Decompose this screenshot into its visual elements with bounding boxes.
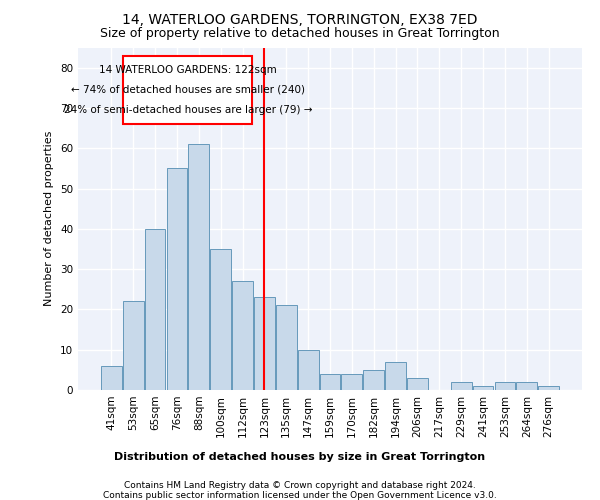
Bar bbox=[232, 281, 253, 390]
Text: Contains HM Land Registry data © Crown copyright and database right 2024.: Contains HM Land Registry data © Crown c… bbox=[124, 481, 476, 490]
FancyBboxPatch shape bbox=[124, 56, 253, 124]
Text: Size of property relative to detached houses in Great Torrington: Size of property relative to detached ho… bbox=[100, 28, 500, 40]
Bar bbox=[385, 362, 406, 390]
Bar bbox=[101, 366, 122, 390]
Bar bbox=[341, 374, 362, 390]
Text: Distribution of detached houses by size in Great Torrington: Distribution of detached houses by size … bbox=[115, 452, 485, 462]
Bar bbox=[188, 144, 209, 390]
Bar bbox=[494, 382, 515, 390]
Text: 24% of semi-detached houses are larger (79) →: 24% of semi-detached houses are larger (… bbox=[64, 105, 312, 115]
Bar bbox=[123, 302, 143, 390]
Bar bbox=[538, 386, 559, 390]
Text: ← 74% of detached houses are smaller (240): ← 74% of detached houses are smaller (24… bbox=[71, 85, 305, 95]
Bar bbox=[364, 370, 384, 390]
Bar bbox=[320, 374, 340, 390]
Text: 14, WATERLOO GARDENS, TORRINGTON, EX38 7ED: 14, WATERLOO GARDENS, TORRINGTON, EX38 7… bbox=[122, 12, 478, 26]
Bar bbox=[145, 229, 166, 390]
Bar bbox=[210, 249, 231, 390]
Bar bbox=[451, 382, 472, 390]
Bar bbox=[473, 386, 493, 390]
Bar bbox=[517, 382, 537, 390]
Y-axis label: Number of detached properties: Number of detached properties bbox=[44, 131, 55, 306]
Bar bbox=[276, 306, 296, 390]
Bar bbox=[298, 350, 319, 390]
Text: Contains public sector information licensed under the Open Government Licence v3: Contains public sector information licen… bbox=[103, 491, 497, 500]
Bar bbox=[167, 168, 187, 390]
Text: 14 WATERLOO GARDENS: 122sqm: 14 WATERLOO GARDENS: 122sqm bbox=[99, 64, 277, 74]
Bar bbox=[254, 298, 275, 390]
Bar bbox=[407, 378, 428, 390]
